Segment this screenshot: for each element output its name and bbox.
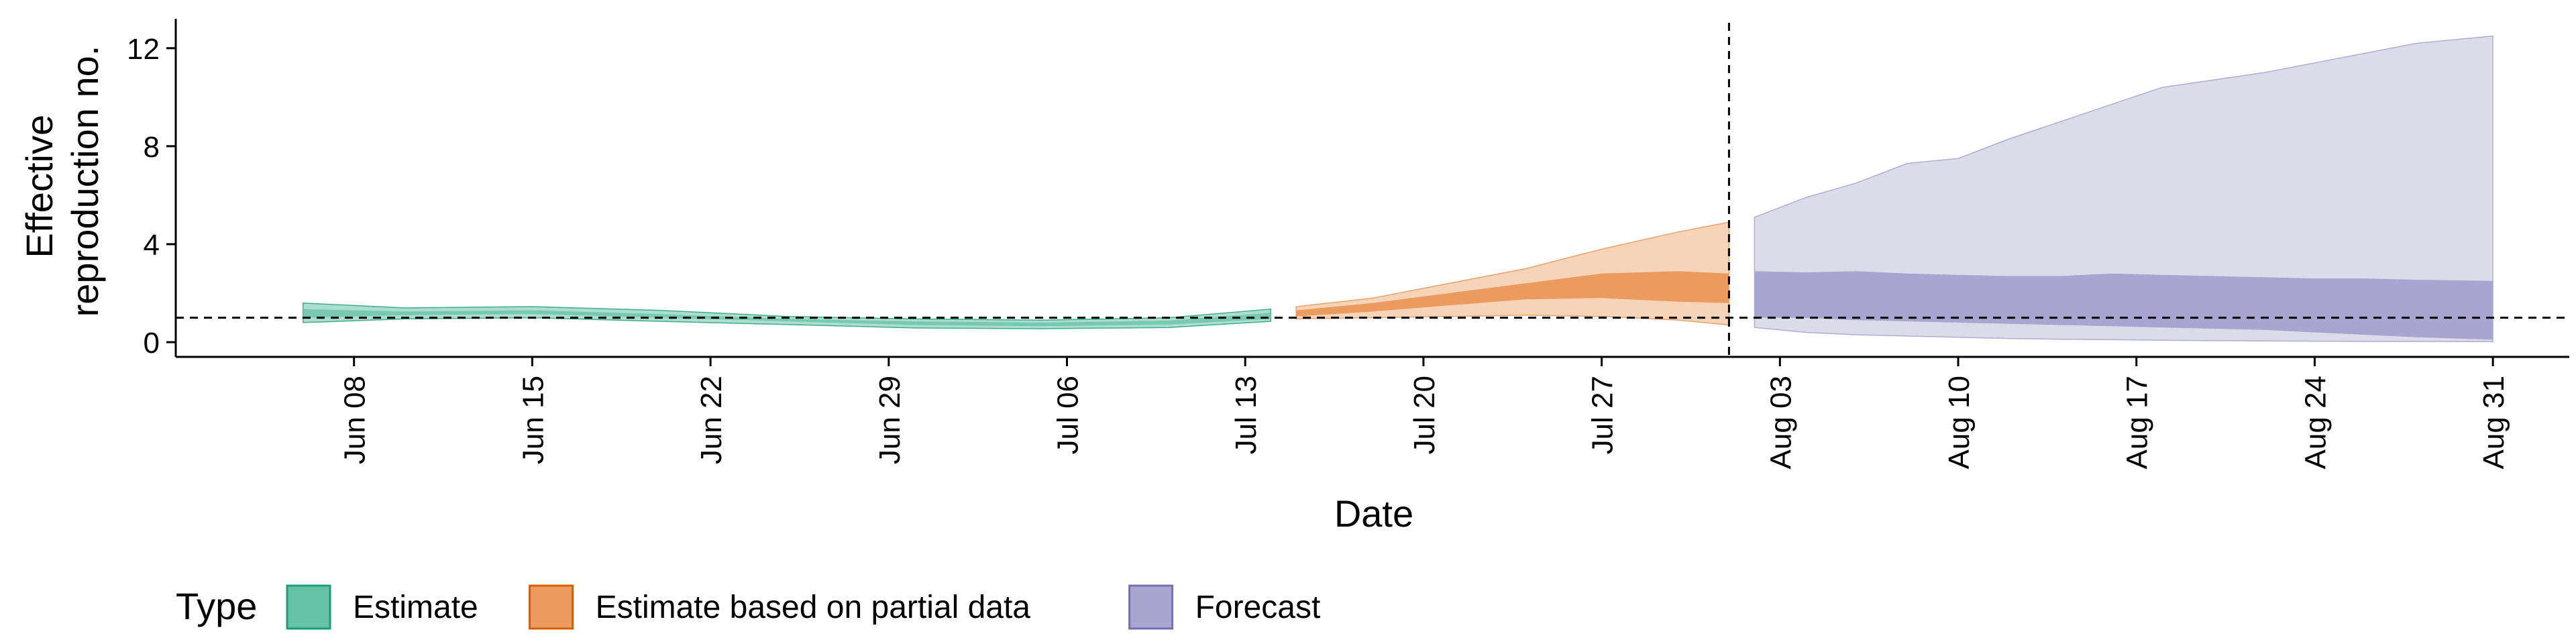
legend-key — [286, 584, 331, 630]
x-axis-title: Date — [1334, 492, 1413, 535]
x-tick-label: Jul 13 — [1230, 376, 1263, 454]
x-tick-label: Jul 06 — [1052, 376, 1085, 454]
x-tick-label: Jun 08 — [339, 376, 372, 464]
y-tick-label: 4 — [144, 229, 160, 262]
legend: Type Estimate Estimate based on partial da… — [176, 584, 1321, 630]
band-50-2 — [1754, 271, 2493, 340]
legend-label: Forecast — [1195, 590, 1321, 625]
legend-label: Estimate based on partial data — [596, 590, 1031, 625]
x-tick-label: Aug 31 — [2477, 376, 2510, 469]
y-axis-title-line-1: Effective — [18, 115, 60, 258]
y-axis-title-line-2: reproduction no. — [64, 46, 106, 317]
x-tick-label: Aug 24 — [2299, 376, 2332, 469]
y-axis-title: Effective reproduction no. — [18, 46, 106, 317]
band-90-2 — [1754, 35, 2493, 343]
legend-title: Type — [176, 585, 257, 627]
x-tick-label: Jun 15 — [517, 376, 549, 464]
x-tick-label: Jun 22 — [695, 376, 728, 464]
x-tick-label: Jul 20 — [1408, 376, 1441, 454]
legend-key — [529, 584, 574, 630]
y-tick-label: 0 — [144, 327, 160, 360]
band-50-1 — [1296, 271, 1729, 317]
axes: 0 4 8 12 Jun 08 Jun 15 Jun 22 Jun 29 Jul 06 Jul 1… — [127, 19, 2569, 469]
reference-lines — [176, 23, 2569, 357]
x-tick-label: Jun 29 — [873, 376, 906, 464]
legend-key — [1128, 584, 1174, 630]
y-tick-label: 12 — [127, 33, 160, 66]
bands-layer — [303, 35, 2493, 343]
band-50-0 — [303, 309, 1271, 327]
x-tick-label: Aug 03 — [1764, 376, 1797, 469]
x-tick-label: Jul 27 — [1587, 376, 1619, 454]
x-tick-label: Aug 17 — [2121, 376, 2154, 469]
legend-label: Estimate — [353, 590, 478, 625]
x-tick-label: Aug 10 — [1943, 376, 1976, 469]
y-tick-label: 8 — [144, 131, 160, 164]
